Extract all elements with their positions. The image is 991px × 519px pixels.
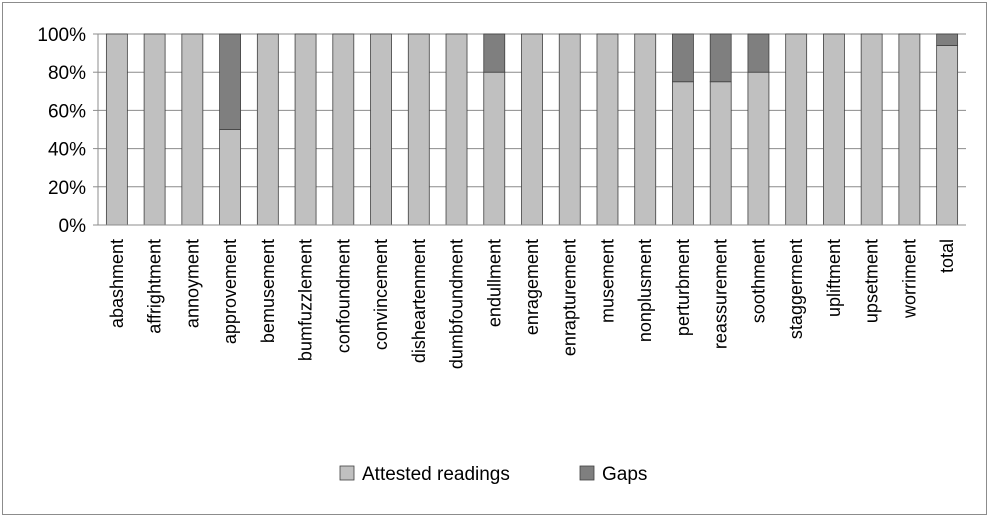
y-tick-label: 20% (48, 178, 86, 199)
bar-segment-attested (785, 33, 808, 226)
axes (93, 33, 966, 226)
category-label: enrapturement (560, 239, 580, 356)
y-tick-label: 40% (48, 140, 86, 161)
category-label: soothment (748, 239, 768, 323)
bar-segment-attested (256, 33, 279, 226)
legend-label: Attested readings (362, 464, 510, 485)
bar-segment-attested (181, 33, 204, 226)
bar-segment-gaps (219, 33, 241, 130)
category-label: bemusement (258, 239, 278, 343)
bar-segment-gaps (747, 33, 770, 73)
category-label: staggerment (786, 239, 806, 339)
bar-segment-attested (332, 33, 355, 226)
bar-segment-attested (634, 33, 657, 226)
bar-segment-gaps (709, 33, 732, 83)
bar-segment-attested (219, 129, 241, 226)
category-label: approvement (220, 239, 240, 344)
category-labels: abashment affrightment annoyment approvemen… (107, 239, 957, 369)
bar-segment-attested (370, 33, 392, 226)
bar-segment-attested (747, 71, 770, 226)
category-label: perturbment (673, 239, 693, 336)
category-label: upliftment (824, 239, 844, 317)
category-label: affrightment (145, 239, 165, 334)
legend-swatch (579, 465, 595, 481)
bar-segment-attested (483, 71, 506, 226)
bar-segment-attested (445, 33, 468, 226)
bar-segment-gaps (483, 33, 506, 73)
bar-segment-attested (936, 45, 959, 226)
bar-segment-attested (558, 33, 581, 226)
category-label: enragement (522, 239, 542, 335)
y-tick-labels: 0% 20% 40% 60% 80% 100% (37, 25, 86, 237)
category-label: disheartenment (409, 239, 429, 363)
y-tick-label: 80% (48, 63, 86, 84)
bar-segment-attested (143, 33, 166, 226)
y-tick-label: 0% (59, 216, 87, 237)
bar-segment-attested (709, 81, 732, 226)
legend-label: Gaps (602, 464, 647, 485)
category-label: worriment (899, 239, 919, 319)
category-label: upsetment (862, 239, 882, 323)
category-label: abashment (107, 239, 127, 328)
category-label: reassurement (711, 239, 731, 349)
legend-swatch (339, 465, 355, 481)
category-label: endullment (484, 239, 504, 327)
category-label: annoyment (182, 239, 202, 328)
legend: Attested readings Gaps (339, 464, 647, 485)
category-label: dumbfoundment (447, 239, 467, 369)
bar-segment-attested (898, 33, 921, 226)
category-label: total (937, 239, 957, 273)
bar-segment-gaps (936, 33, 959, 46)
y-tick-label: 100% (37, 25, 86, 46)
bar-segment-attested (672, 81, 694, 226)
bars (105, 33, 959, 226)
category-label: bumfuzzlement (296, 239, 316, 361)
bar-segment-attested (596, 33, 619, 226)
bar-segment-attested (521, 33, 543, 226)
bar-segment-attested (860, 33, 883, 226)
bar-segment-attested (823, 33, 845, 226)
category-label: musement (597, 239, 617, 323)
bar-segment-attested (105, 33, 128, 226)
bar-segment-gaps (672, 33, 694, 83)
category-label: nonplusment (635, 239, 655, 342)
bar-segment-attested (407, 33, 430, 226)
category-label: convincement (371, 239, 391, 350)
category-label: confoundment (333, 239, 353, 353)
bar-segment-attested (294, 33, 317, 226)
y-tick-label: 60% (48, 101, 86, 122)
